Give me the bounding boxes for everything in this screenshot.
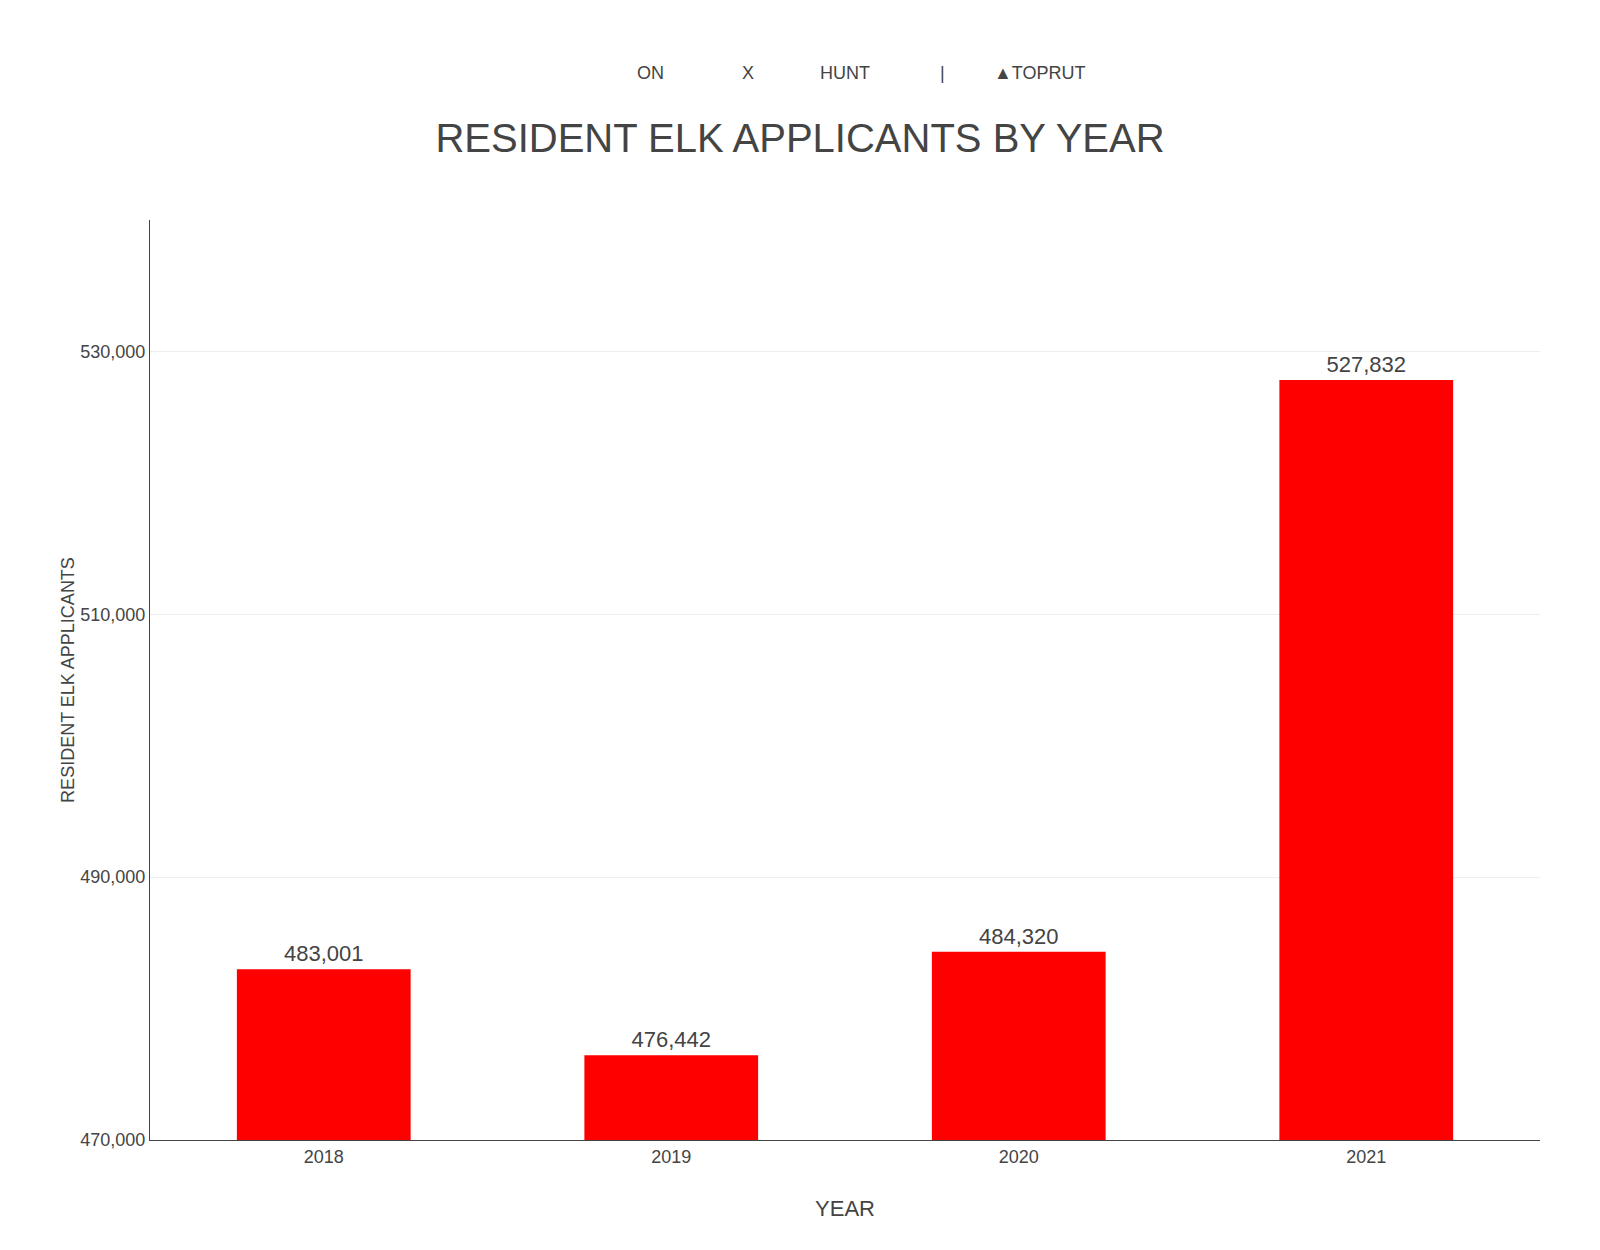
- svg-text:476,442: 476,442: [631, 1027, 711, 1052]
- svg-text:483,001: 483,001: [284, 941, 364, 966]
- svg-text:RESIDENT ELK APPLICANTS BY YEA: RESIDENT ELK APPLICANTS BY YEAR: [435, 116, 1164, 160]
- svg-text:2019: 2019: [651, 1147, 691, 1167]
- svg-text:470,000: 470,000: [80, 1130, 145, 1150]
- svg-text:|: |: [940, 63, 945, 83]
- svg-text:▲TOPRUT: ▲TOPRUT: [994, 63, 1086, 83]
- svg-text:484,320: 484,320: [979, 924, 1059, 949]
- svg-text:527,832: 527,832: [1326, 352, 1406, 377]
- svg-text:490,000: 490,000: [80, 867, 145, 887]
- svg-text:2018: 2018: [304, 1147, 344, 1167]
- svg-text:RESIDENT ELK APPLICANTS: RESIDENT ELK APPLICANTS: [58, 557, 78, 803]
- svg-text:530,000: 530,000: [80, 342, 145, 362]
- svg-text:HUNT: HUNT: [820, 63, 870, 83]
- svg-text:X: X: [742, 63, 754, 83]
- svg-text:2021: 2021: [1346, 1147, 1386, 1167]
- svg-text:ON: ON: [637, 63, 664, 83]
- svg-text:YEAR: YEAR: [815, 1196, 875, 1221]
- svg-text:2020: 2020: [999, 1147, 1039, 1167]
- svg-text:510,000: 510,000: [80, 605, 145, 625]
